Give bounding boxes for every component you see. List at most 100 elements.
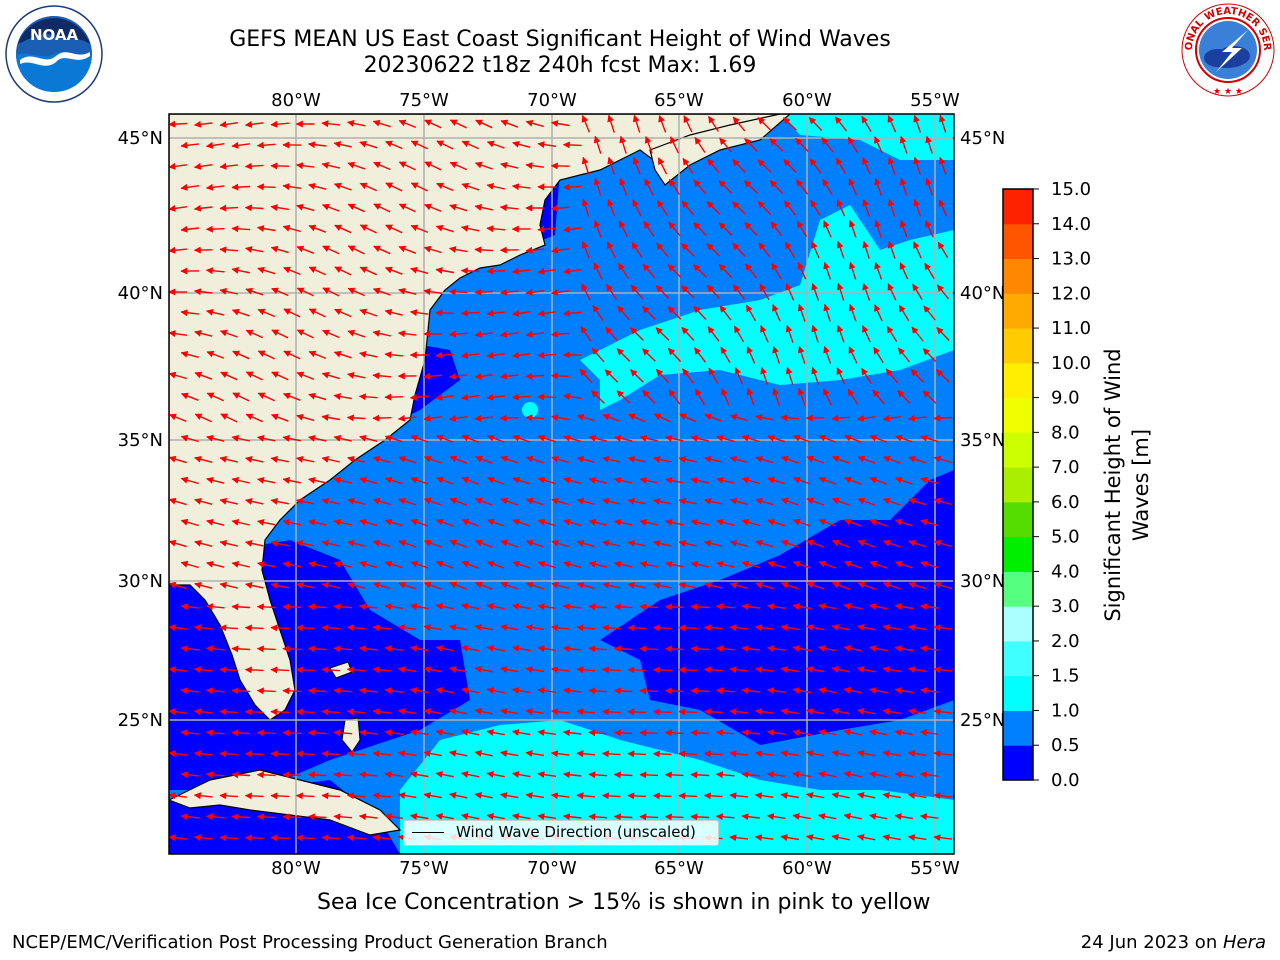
wind-wave-arrow: [690, 477, 709, 484]
wind-wave-arrow: [706, 284, 721, 300]
wind-wave-arrow: [499, 204, 519, 212]
wind-wave-arrow: [244, 162, 264, 170]
wind-wave-arrow: [694, 136, 706, 153]
wind-wave-arrow: [358, 393, 378, 401]
wind-wave-arrow: [614, 561, 633, 568]
wind-wave-arrow: [245, 329, 263, 339]
wind-wave-arrow: [461, 434, 480, 443]
wind-wave-arrow: [639, 519, 658, 526]
wind-wave-arrow: [474, 624, 493, 631]
wind-wave-arrow: [525, 455, 544, 464]
wind-wave-arrow: [678, 750, 698, 758]
wind-wave-arrow: [460, 393, 480, 401]
wind-wave-arrow: [372, 329, 391, 337]
wind-wave-arrow: [754, 792, 774, 800]
wind-wave-arrow: [385, 140, 403, 150]
wind-wave-arrow: [372, 372, 392, 380]
wind-wave-arrow: [550, 288, 570, 296]
wind-wave-arrow: [424, 203, 442, 213]
wind-wave-arrow: [500, 581, 519, 590]
wind-wave-arrow: [601, 666, 621, 674]
wind-wave-arrow: [831, 581, 850, 590]
wind-wave-arrow: [180, 771, 199, 779]
wind-wave-arrow: [874, 304, 883, 322]
wind-wave-arrow: [823, 345, 832, 364]
wind-wave-arrow: [180, 813, 199, 821]
wind-wave-arrow: [372, 287, 391, 296]
wind-wave-arrow: [593, 177, 602, 196]
wind-wave-arrow: [907, 750, 927, 758]
wind-wave-arrow: [193, 834, 213, 842]
wind-wave-arrow: [321, 792, 341, 800]
bahamas-island: [341, 717, 361, 753]
wind-wave-arrow: [270, 708, 290, 716]
wind-wave-arrow: [704, 497, 723, 505]
wind-wave-arrow: [283, 350, 301, 360]
wind-wave-arrow: [537, 434, 556, 443]
wind-wave-arrow: [257, 477, 276, 484]
wind-wave-arrow: [780, 666, 800, 673]
wind-wave-arrow: [632, 199, 642, 217]
wind-wave-arrow: [424, 119, 442, 129]
wind-wave-arrow: [562, 813, 582, 821]
wind-wave-arrow: [847, 388, 859, 405]
wind-wave-arrow: [372, 834, 391, 842]
wind-wave-arrow: [716, 560, 735, 568]
wind-wave-arrow: [908, 581, 927, 590]
wind-wave-arrow: [169, 120, 188, 128]
wind-wave-arrow: [843, 729, 862, 736]
colorbar-tick-label: 11.0: [1051, 318, 1091, 339]
wind-wave-arrow: [780, 834, 800, 841]
wind-wave-arrow: [669, 136, 680, 154]
wind-wave-arrow: [206, 350, 225, 359]
wind-wave-arrow: [435, 267, 455, 274]
wind-wave-arrow: [581, 198, 590, 217]
wind-wave-arrow: [755, 497, 774, 506]
wind-wave-arrow: [449, 161, 468, 171]
wind-wave-arrow: [423, 708, 442, 715]
wind-wave-arrow: [257, 519, 276, 526]
wind-wave-arrow: [836, 199, 846, 217]
wind-wave-arrow: [219, 162, 238, 170]
wind-wave-arrow: [690, 603, 710, 611]
wind-wave-arrow: [270, 750, 290, 758]
wind-wave-arrow: [576, 624, 596, 632]
wind-wave-arrow: [920, 476, 939, 485]
wind-wave-arrow: [486, 813, 505, 820]
wind-wave-arrow: [613, 813, 633, 821]
wind-wave-arrow: [486, 393, 505, 401]
wind-wave-arrow: [219, 539, 238, 547]
wind-wave-arrow: [384, 687, 404, 695]
wind-wave-arrow: [693, 264, 707, 278]
wind-wave-arrow: [347, 455, 366, 463]
wind-wave-arrow: [766, 771, 786, 779]
wind-wave-arrow: [334, 224, 352, 234]
wind-wave-arrow: [358, 645, 378, 653]
wind-wave-arrow: [785, 366, 794, 385]
wind-wave-arrow: [397, 414, 417, 422]
nws-logo: NATIONAL WEATHER SERVICE ★ ★ ★: [1178, 2, 1275, 97]
wind-wave-arrow: [729, 539, 748, 547]
wind-wave-arrow: [818, 603, 837, 610]
wind-wave-arrow: [720, 346, 731, 364]
wind-wave-arrow: [512, 140, 531, 148]
wind-wave-arrow: [308, 435, 327, 442]
wind-wave-arrow: [512, 560, 531, 569]
wind-wave-arrow: [384, 645, 404, 653]
wind-wave-arrow: [525, 539, 544, 548]
wind-wave-arrow: [537, 351, 557, 359]
wind-wave-arrow: [525, 708, 545, 716]
wind-wave-arrow: [308, 350, 327, 360]
wind-wave-arrow: [862, 325, 871, 343]
wind-wave-arrow: [551, 497, 570, 506]
wind-wave-arrow: [321, 581, 340, 589]
wind-wave-arrow: [169, 708, 187, 716]
wind-wave-arrow: [766, 729, 786, 737]
wind-wave-arrow: [410, 476, 429, 485]
wind-wave-arrow: [321, 834, 341, 842]
wind-wave-arrow: [754, 624, 774, 632]
wind-wave-arrow: [869, 645, 888, 652]
wind-wave-arrow: [718, 263, 733, 279]
wind-wave-arrow: [831, 624, 850, 631]
wind-wave-arrow: [449, 666, 468, 673]
